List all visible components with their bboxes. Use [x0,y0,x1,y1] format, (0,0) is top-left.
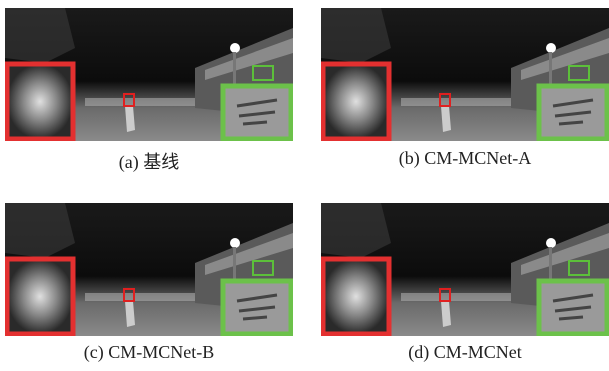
caption: (d) CM-MCNet [321,342,609,363]
caption: (c) CM-MCNet-B [5,342,293,363]
caption: (b) CM-MCNet-A [321,148,609,169]
figure: (a) 基线 (b) CM-MCNet-A (c) CM-MCNet-B (d)… [0,0,609,371]
caption: (a) 基线 [5,148,293,174]
image-panel [5,8,293,141]
image-panel [321,8,609,141]
image-panel [321,203,609,336]
image-panel [5,203,293,336]
